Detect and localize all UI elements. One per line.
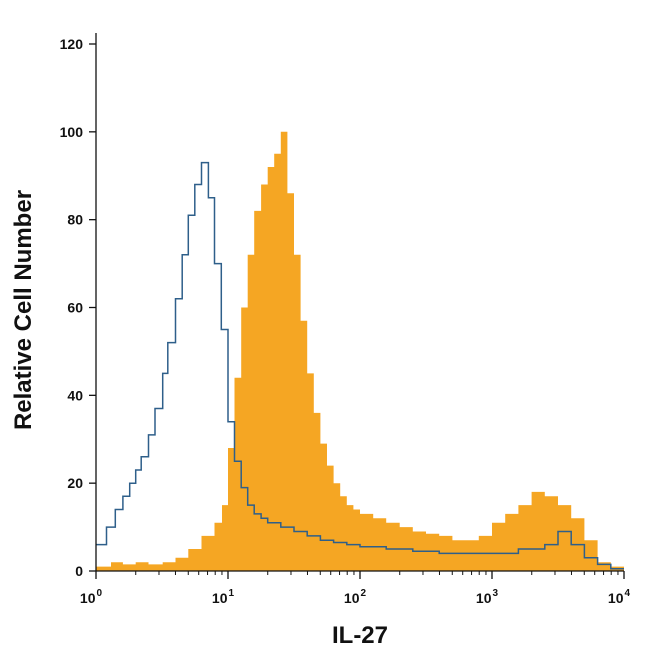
y-tick-label: 100 [60, 124, 84, 140]
x-tick-label: 102 [344, 588, 367, 606]
x-axis-title: IL-27 [332, 622, 388, 649]
y-ticks: 0 20 40 60 80 100 120 [60, 36, 96, 579]
y-tick-label: 80 [67, 212, 83, 228]
y-tick-label: 60 [67, 300, 83, 316]
series-1-outline-histogram [96, 161, 624, 570]
x-tick-label: 103 [476, 588, 499, 606]
plot-series [96, 131, 624, 572]
y-tick-label: 120 [60, 36, 84, 52]
x-tick-label: 101 [212, 588, 235, 606]
y-tick-label: 40 [67, 387, 83, 403]
series-0-filled-histogram [96, 131, 624, 572]
x-tick-label: 104 [608, 588, 631, 606]
x-ticks: 100 101 102 103 104 [80, 571, 631, 606]
y-axis-title: Relative Cell Number [10, 190, 37, 430]
y-tick-label: 20 [67, 475, 83, 491]
x-tick-label: 100 [80, 588, 103, 606]
y-tick-label: 0 [75, 563, 83, 579]
